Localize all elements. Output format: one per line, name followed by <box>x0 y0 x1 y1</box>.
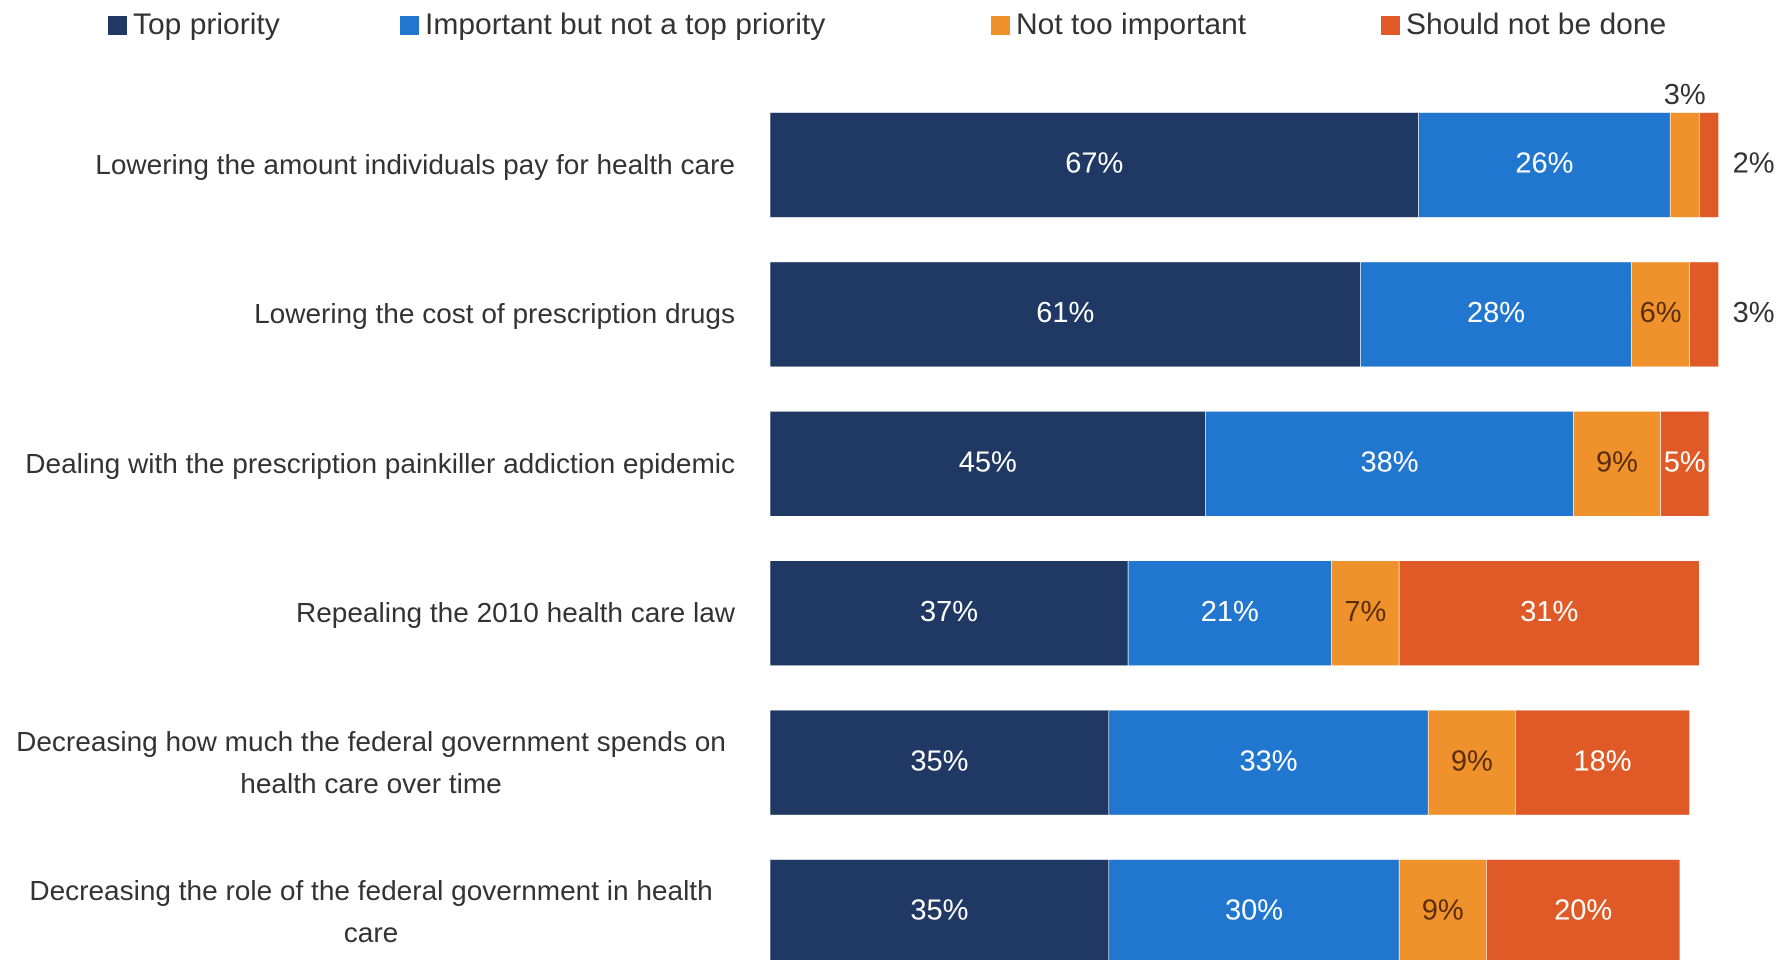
bar-segment <box>1573 410 1661 517</box>
legend-swatch <box>108 16 127 35</box>
legend-swatch <box>1381 16 1400 35</box>
value-label: 38% <box>1360 446 1418 478</box>
legend-label: Top priority <box>133 8 280 41</box>
bar-segment <box>769 261 1361 368</box>
bar-segment <box>1698 112 1719 218</box>
value-label: 31% <box>1520 596 1578 628</box>
legend-label: Important but not a top priority <box>425 8 825 41</box>
value-label: 30% <box>1225 895 1283 927</box>
value-label: 3% <box>1664 79 1706 111</box>
bar-segment <box>1660 410 1710 517</box>
value-label: 9% <box>1451 745 1493 777</box>
bar-segment <box>1108 859 1400 960</box>
value-label: 35% <box>910 745 968 777</box>
category-label: Lowering the cost of prescription drugs <box>254 298 735 330</box>
value-label: 20% <box>1554 895 1612 927</box>
category-label-box: Decreasing how much the federal governme… <box>0 721 735 805</box>
bar-segment <box>769 709 1110 816</box>
value-label: 33% <box>1239 745 1297 777</box>
bar-segment <box>1631 261 1690 368</box>
bar-segment <box>1205 410 1574 517</box>
category-label: Lowering the amount individuals pay for … <box>95 149 735 180</box>
category-label: Repealing the 2010 health care law <box>296 597 735 629</box>
bar-segment <box>769 560 1129 667</box>
bar-segment <box>1418 112 1671 218</box>
legend-label: Should not be done <box>1406 8 1666 41</box>
value-label: 9% <box>1422 895 1464 927</box>
bar-segment <box>769 410 1206 517</box>
legend-swatch <box>991 16 1010 35</box>
bar-segment <box>1360 261 1632 368</box>
bar-segment <box>1127 560 1332 667</box>
category-label: Decreasing how much the federal governme… <box>16 725 726 799</box>
value-label: 21% <box>1201 596 1259 628</box>
value-label: 67% <box>1065 148 1123 180</box>
value-label: 37% <box>920 596 978 628</box>
value-label: 28% <box>1467 297 1525 329</box>
bar-segment <box>1689 261 1719 368</box>
value-label: 5% <box>1664 446 1706 478</box>
category-label-box: Lowering the cost of prescription drugs <box>0 293 735 335</box>
bar-segment <box>1108 709 1429 816</box>
bar-segment <box>1398 560 1700 667</box>
category-label: Decreasing the role of the federal gover… <box>29 875 713 948</box>
value-label: 26% <box>1515 148 1573 180</box>
bar-segment <box>1515 709 1690 816</box>
bar-segment <box>1398 859 1487 960</box>
bar-segment <box>1669 112 1700 218</box>
value-label: 45% <box>959 446 1017 478</box>
value-label: 35% <box>910 895 968 927</box>
value-label: 61% <box>1036 297 1094 329</box>
category-label: Dealing with the prescription painkiller… <box>25 447 735 479</box>
value-label: 18% <box>1573 745 1631 777</box>
value-label: 9% <box>1596 446 1638 478</box>
value-label: 6% <box>1640 297 1682 329</box>
category-label-box: Repealing the 2010 health care law <box>0 592 735 634</box>
bar-segment <box>1486 859 1681 960</box>
category-label-box: Lowering the amount individuals pay for … <box>0 144 735 186</box>
bar-segment <box>769 859 1110 960</box>
bar-segment <box>769 112 1419 218</box>
category-label-box: Decreasing the role of the federal gover… <box>0 870 735 954</box>
category-label-box: Dealing with the prescription painkiller… <box>0 443 735 485</box>
legend-label: Not too important <box>1016 8 1247 41</box>
bar-segment <box>1427 709 1516 816</box>
value-label: 3% <box>1733 297 1775 329</box>
value-label: 7% <box>1344 596 1386 628</box>
value-label: 2% <box>1733 148 1775 180</box>
legend-swatch <box>400 16 419 35</box>
